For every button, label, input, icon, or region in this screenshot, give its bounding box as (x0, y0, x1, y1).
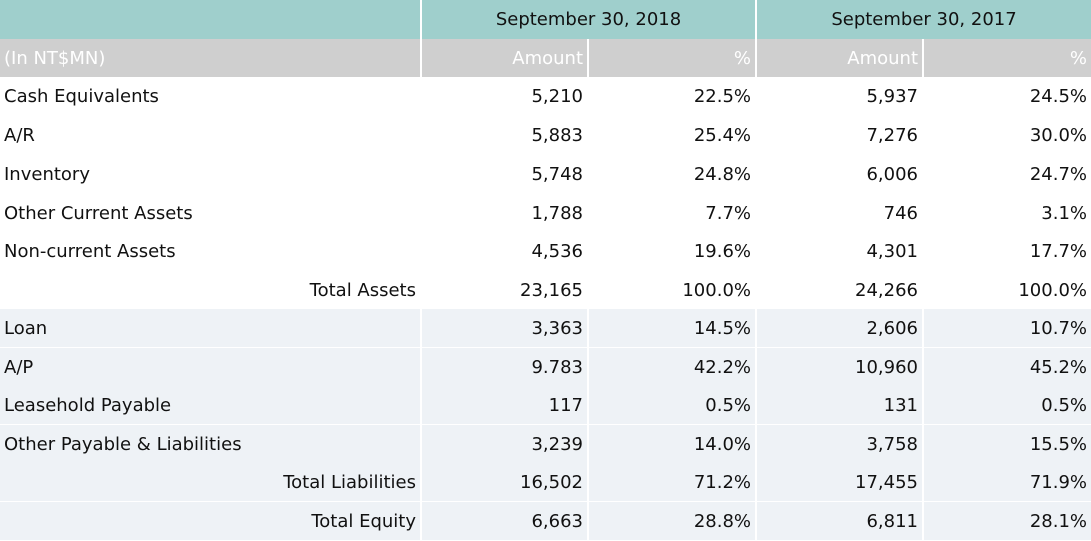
row-label: Other Current Assets (4, 202, 193, 224)
amount-2017: 6,811 (755, 502, 922, 540)
percent-2017: 100.0% (1018, 279, 1087, 301)
percent-2017: 24.7% (1029, 163, 1087, 185)
period-header-row: September 30, 2018 September 30, 2017 (0, 0, 1091, 39)
row-label: Leasehold Payable (0, 386, 420, 424)
amount-2018: 3,363 (420, 309, 587, 347)
table-row: Leasehold Payable 117 0.5% 131 0.5% (0, 386, 1091, 425)
table-row: A/R 5,883 25.4% 7,276 30.0% (0, 116, 1091, 154)
total-liabilities-row: Total Liabilities 16,502 71.2% 17,455 71… (0, 463, 1091, 502)
percent-2017: 10.7% (922, 309, 1091, 347)
percent-2018: 0.5% (587, 386, 755, 424)
table-row: Non-current Assets 4,536 19.6% 4,301 17.… (0, 232, 1091, 270)
row-label: A/R (4, 124, 35, 146)
percent-2017-header: % (922, 39, 1091, 77)
row-label: Total Liabilities (0, 463, 420, 501)
percent-2018: 28.8% (587, 502, 755, 540)
total-equity-row: Total Equity 6,663 28.8% 6,811 28.1% (0, 502, 1091, 541)
amount-2018: 5,748 (531, 163, 583, 185)
percent-2017: 0.5% (922, 386, 1091, 424)
row-label: Total Assets (309, 279, 416, 301)
row-label: Total Equity (0, 502, 420, 540)
column-header-row: (In NT$MN) Amount % Amount % (0, 39, 1091, 77)
amount-2018: 16,502 (420, 463, 587, 501)
amount-2017: 2,606 (755, 309, 922, 347)
amount-2018: 4,536 (531, 240, 583, 262)
amount-2017: 4,301 (866, 240, 918, 262)
header-blank-cell (0, 0, 420, 39)
percent-2017: 30.0% (1029, 124, 1087, 146)
amount-2018: 5,883 (531, 124, 583, 146)
amount-2017: 10,960 (755, 348, 922, 386)
amount-2018: 5,210 (531, 85, 583, 107)
percent-2018-header: % (587, 39, 755, 77)
amount-2017: 24,266 (855, 279, 918, 301)
percent-2018: 7.7% (705, 202, 751, 224)
total-assets-row: Total Assets 23,165 100.0% 24,266 100.0% (0, 271, 1091, 309)
amount-2018: 117 (420, 386, 587, 424)
row-label: Other Payable & Liabilities (0, 425, 420, 463)
amount-2017: 17,455 (755, 463, 922, 501)
table-row: Other Payable & Liabilities 3,239 14.0% … (0, 425, 1091, 464)
percent-2018: 71.2% (587, 463, 755, 501)
table-row: A/P 9.783 42.2% 10,960 45.2% (0, 348, 1091, 387)
percent-2017: 71.9% (922, 463, 1091, 501)
percent-2017: 3.1% (1041, 202, 1087, 224)
percent-2018: 24.8% (693, 163, 751, 185)
table-row: Loan 3,363 14.5% 2,606 10.7% (0, 309, 1091, 348)
table-row: Cash Equivalents 5,210 22.5% 5,937 24.5% (0, 77, 1091, 115)
amount-2017-header: Amount (755, 39, 922, 77)
percent-2017: 45.2% (922, 348, 1091, 386)
amount-2018: 1,788 (531, 202, 583, 224)
amount-2018-header: Amount (420, 39, 587, 77)
period-2017-header: September 30, 2017 (755, 0, 1091, 39)
amount-2018: 9.783 (420, 348, 587, 386)
unit-label: (In NT$MN) (0, 39, 420, 77)
row-label: Non-current Assets (4, 240, 176, 262)
row-label: Loan (0, 309, 420, 347)
table-row: Inventory 5,748 24.8% 6,006 24.7% (0, 155, 1091, 193)
percent-2018: 22.5% (693, 85, 751, 107)
period-2018-header: September 30, 2018 (420, 0, 755, 39)
percent-2017: 24.5% (1029, 85, 1087, 107)
percent-2017: 15.5% (922, 425, 1091, 463)
amount-2017: 7,276 (866, 124, 918, 146)
amount-2017: 131 (755, 386, 922, 424)
percent-2018: 19.6% (693, 240, 751, 262)
percent-2018: 14.5% (587, 309, 755, 347)
percent-2018: 14.0% (587, 425, 755, 463)
amount-2017: 746 (883, 202, 918, 224)
amount-2017: 5,937 (866, 85, 918, 107)
amount-2017: 6,006 (866, 163, 918, 185)
row-label: A/P (0, 348, 420, 386)
amount-2018: 23,165 (520, 279, 583, 301)
percent-2018: 25.4% (693, 124, 751, 146)
amount-2017: 3,758 (755, 425, 922, 463)
amount-2018: 6,663 (420, 502, 587, 540)
percent-2017: 28.1% (922, 502, 1091, 540)
row-label: Inventory (4, 163, 90, 185)
row-label: Cash Equivalents (4, 85, 159, 107)
percent-2018: 42.2% (587, 348, 755, 386)
table-row: Other Current Assets 1,788 7.7% 746 3.1% (0, 194, 1091, 232)
percent-2017: 17.7% (1029, 240, 1087, 262)
amount-2018: 3,239 (420, 425, 587, 463)
percent-2018: 100.0% (682, 279, 751, 301)
